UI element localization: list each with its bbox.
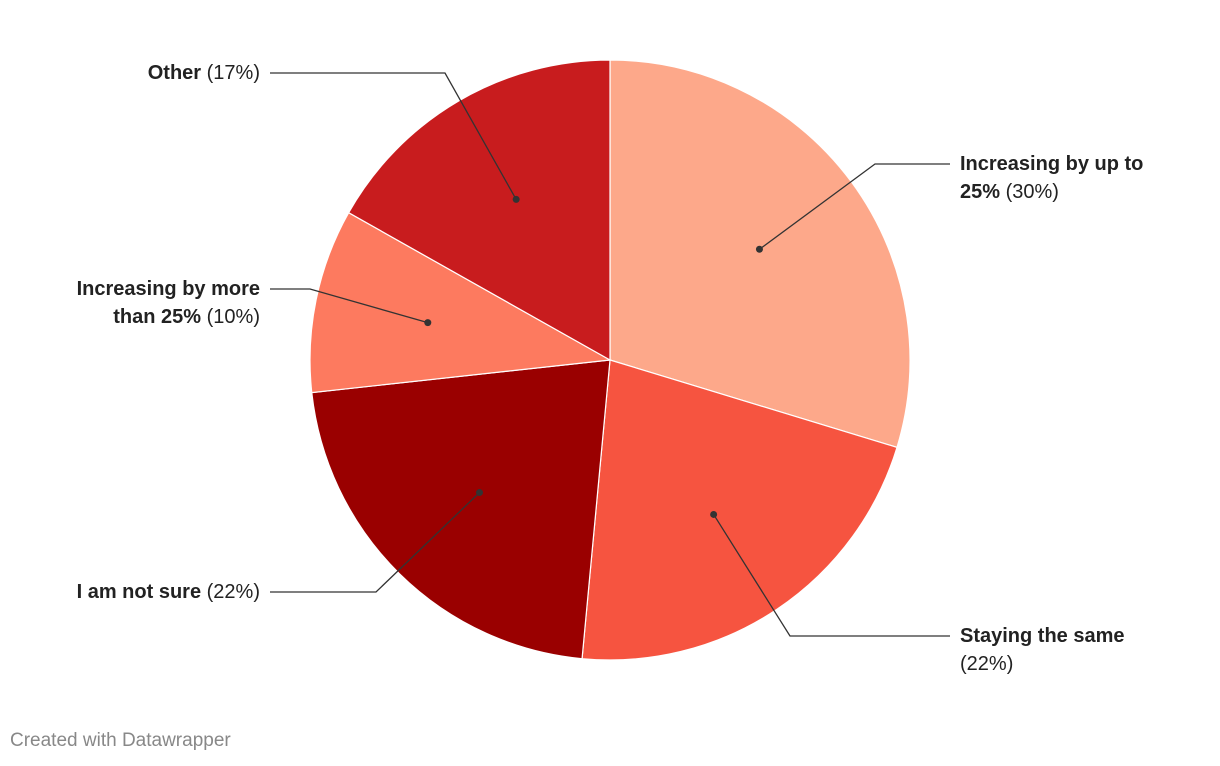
leader-line xyxy=(759,163,950,250)
pie-slice xyxy=(311,359,611,660)
leader-dot xyxy=(755,245,763,253)
slice-label: Other (17%) xyxy=(48,59,260,87)
leader-line xyxy=(270,492,480,593)
slice-label: Increasing by up to 25% (30%) xyxy=(960,150,1172,206)
slice-name: Increasing by more than 25% xyxy=(76,278,260,328)
slice-name: Staying the same xyxy=(960,625,1125,647)
slice-name: Increasing by up to 25% xyxy=(960,153,1144,203)
leader-dot xyxy=(476,489,484,497)
slice-value: (17%) xyxy=(206,62,260,84)
pie-slice xyxy=(309,211,612,394)
credit: Created with Datawrapper xyxy=(10,730,231,751)
slice-name: Other xyxy=(147,62,202,84)
slice-label: Staying the same (22%) xyxy=(960,622,1172,678)
leader-line xyxy=(713,514,950,637)
slice-value: (22%) xyxy=(960,653,1014,675)
slice-value: (10%) xyxy=(206,306,260,328)
slice-label: I am not sure (22%) xyxy=(48,578,260,606)
leader-dot xyxy=(512,195,520,203)
slice-label: Increasing by more than 25% (10%) xyxy=(48,275,260,331)
slice-value: (22%) xyxy=(206,581,260,603)
slice-value: (30%) xyxy=(1005,181,1059,203)
leader-dot xyxy=(710,510,718,518)
leader-line xyxy=(270,288,428,324)
leader-dot xyxy=(424,319,432,327)
pie-slice xyxy=(581,359,898,661)
leader-line xyxy=(270,72,517,200)
slice-name: I am not sure xyxy=(76,581,202,603)
pie-slice xyxy=(347,59,611,362)
